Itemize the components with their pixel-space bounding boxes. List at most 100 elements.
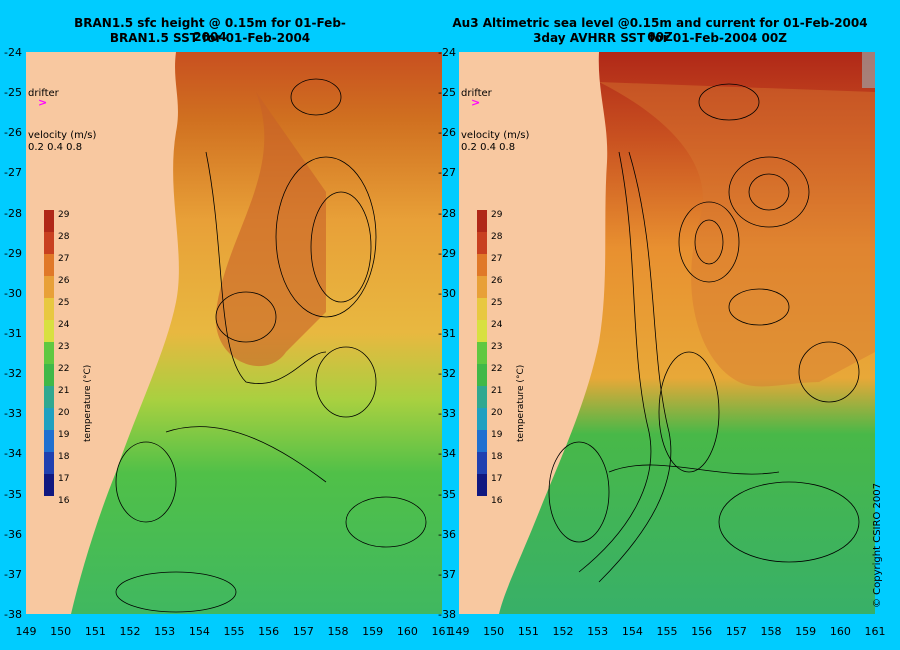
left-x-tick: 157 xyxy=(292,625,314,638)
left-drifter-legend: drifter > velocity (m/s) 0.2 0.4 0.8 xyxy=(28,88,96,153)
left-x-tick: 160 xyxy=(396,625,418,638)
right-x-tick: 153 xyxy=(587,625,609,638)
left-velocity-label: velocity (m/s) xyxy=(28,130,96,141)
right-y-tick: -33 xyxy=(438,407,456,421)
right-y-tick: -35 xyxy=(438,487,456,501)
right-y-tick: -24 xyxy=(438,46,456,59)
right-y-tick: -30 xyxy=(438,286,456,300)
right-map-svg: drifter > velocity (m/s) 0.2 0.4 0.8 29 2… xyxy=(459,52,875,614)
colorbar-tick-label: 28 xyxy=(491,232,503,242)
right-x-tick: 150 xyxy=(483,625,505,638)
right-colorbar xyxy=(477,210,487,496)
left-y-tick: -24 xyxy=(4,46,22,59)
left-y-tick: -38 xyxy=(4,608,22,621)
colorbar-tick-label: 20 xyxy=(491,408,503,418)
right-velocity-label: velocity (m/s) xyxy=(461,130,529,141)
left-drifter-label: drifter xyxy=(28,88,60,99)
left-x-tick: 154 xyxy=(188,625,210,638)
colorbar-tick-label: 26 xyxy=(491,276,503,286)
right-drifter-symbol: > xyxy=(471,96,480,109)
colorbar-tick-label: 23 xyxy=(491,342,502,352)
left-y-tick: -36 xyxy=(4,527,22,541)
right-x-tick: 157 xyxy=(725,625,747,638)
right-contours xyxy=(548,83,860,583)
right-x-tick: 160 xyxy=(829,625,851,638)
left-y-tick: -34 xyxy=(4,447,22,461)
right-x-tick: 156 xyxy=(691,625,713,638)
right-y-tick: -38 xyxy=(438,608,456,621)
right-x-tick: 154 xyxy=(621,625,643,638)
right-drifter-label: drifter xyxy=(461,88,493,99)
left-land xyxy=(26,52,179,614)
right-warm-core xyxy=(599,82,875,387)
colorbar-tick-label: 24 xyxy=(58,320,70,330)
left-y-tick: -31 xyxy=(4,327,22,340)
left-warm-core xyxy=(215,92,326,367)
right-land xyxy=(459,52,608,614)
colorbar-tick-label: 18 xyxy=(491,452,503,462)
colorbar-tick-label: 26 xyxy=(58,276,70,286)
colorbar-tick-label: 27 xyxy=(491,254,502,264)
left-velocity-values: 0.2 0.4 0.8 xyxy=(28,142,82,153)
left-y-tick: -27 xyxy=(4,166,22,180)
left-drifter-symbol: > xyxy=(38,96,47,109)
right-y-tick: -32 xyxy=(438,367,456,381)
left-x-tick: 149 xyxy=(15,625,37,638)
colorbar-tick-label: 22 xyxy=(491,364,502,374)
left-y-tick: -35 xyxy=(4,487,22,501)
right-x-tick: 152 xyxy=(552,625,574,638)
colorbar-tick-label: 27 xyxy=(58,254,69,264)
left-x-tick: 159 xyxy=(362,625,384,638)
right-y-tick: -37 xyxy=(438,567,456,581)
colorbar-tick-label: 25 xyxy=(58,298,69,308)
left-colorbar-label: temperature (°C) xyxy=(83,365,93,442)
colorbar-tick-label: 19 xyxy=(491,430,503,440)
right-y-tick: -34 xyxy=(438,447,456,461)
colorbar-tick-label: 17 xyxy=(58,474,69,484)
right-x-tick: 161 xyxy=(864,625,886,638)
colorbar-tick-label: 21 xyxy=(491,386,502,396)
left-y-tick: -30 xyxy=(4,286,22,300)
colorbar-tick-label: 24 xyxy=(491,320,503,330)
right-y-tick: -31 xyxy=(438,327,456,340)
right-colorbar-label: temperature (°C) xyxy=(516,365,526,442)
left-map-svg: drifter > velocity (m/s) 0.2 0.4 0.8 29 2… xyxy=(26,52,442,614)
left-map-panel: drifter > velocity (m/s) 0.2 0.4 0.8 29 2… xyxy=(26,52,442,614)
right-x-tick: 155 xyxy=(656,625,678,638)
left-y-tick: -29 xyxy=(4,246,22,260)
right-no-data-patch xyxy=(862,52,875,88)
right-y-tick: -36 xyxy=(438,527,456,541)
left-x-tick: 151 xyxy=(84,625,106,638)
colorbar-tick-label: 23 xyxy=(58,342,69,352)
right-title-line1: Au3 Altimetric sea level @0.15m and curr… xyxy=(452,16,868,44)
left-y-tick: -33 xyxy=(4,407,22,421)
left-y-tick: -37 xyxy=(4,567,22,581)
colorbar-tick-label: 16 xyxy=(491,496,503,506)
left-x-tick: 161 xyxy=(431,625,453,638)
colorbar-tick-label: 20 xyxy=(58,408,70,418)
right-drifter-legend: drifter > velocity (m/s) 0.2 0.4 0.8 xyxy=(461,88,529,153)
colorbar-tick-label: 28 xyxy=(58,232,70,242)
right-x-tick: 159 xyxy=(795,625,817,638)
left-contours xyxy=(115,78,427,613)
colorbar-tick-label: 18 xyxy=(58,452,70,462)
right-velocity-values: 0.2 0.4 0.8 xyxy=(461,142,515,153)
copyright-notice: © Copyright CSIRO 2007 xyxy=(872,483,883,608)
left-y-tick: -25 xyxy=(4,86,22,100)
left-x-tick: 155 xyxy=(223,625,245,638)
left-colorbar-ticks: 29 28 27 26 25 24 23 22 21 20 19 18 17 16 xyxy=(58,210,70,506)
left-x-tick: 156 xyxy=(258,625,280,638)
colorbar-tick-label: 29 xyxy=(58,210,70,220)
colorbar-tick-label: 21 xyxy=(58,386,69,396)
colorbar-tick-label: 29 xyxy=(491,210,503,220)
colorbar-tick-label: 25 xyxy=(491,298,502,308)
colorbar-tick-label: 16 xyxy=(58,496,70,506)
right-title-line2: 3day AVHRR SST for 01-Feb-2004 00Z xyxy=(533,31,787,45)
right-x-tick: 149 xyxy=(448,625,470,638)
left-y-tick: -26 xyxy=(4,126,22,140)
left-title-line1: BRAN1.5 sfc height @ 0.15m for 01-Feb-20… xyxy=(74,16,346,44)
left-y-tick: -32 xyxy=(4,367,22,381)
left-x-tick: 158 xyxy=(327,625,349,638)
right-x-tick: 158 xyxy=(760,625,782,638)
right-y-tick: -25 xyxy=(438,86,456,100)
